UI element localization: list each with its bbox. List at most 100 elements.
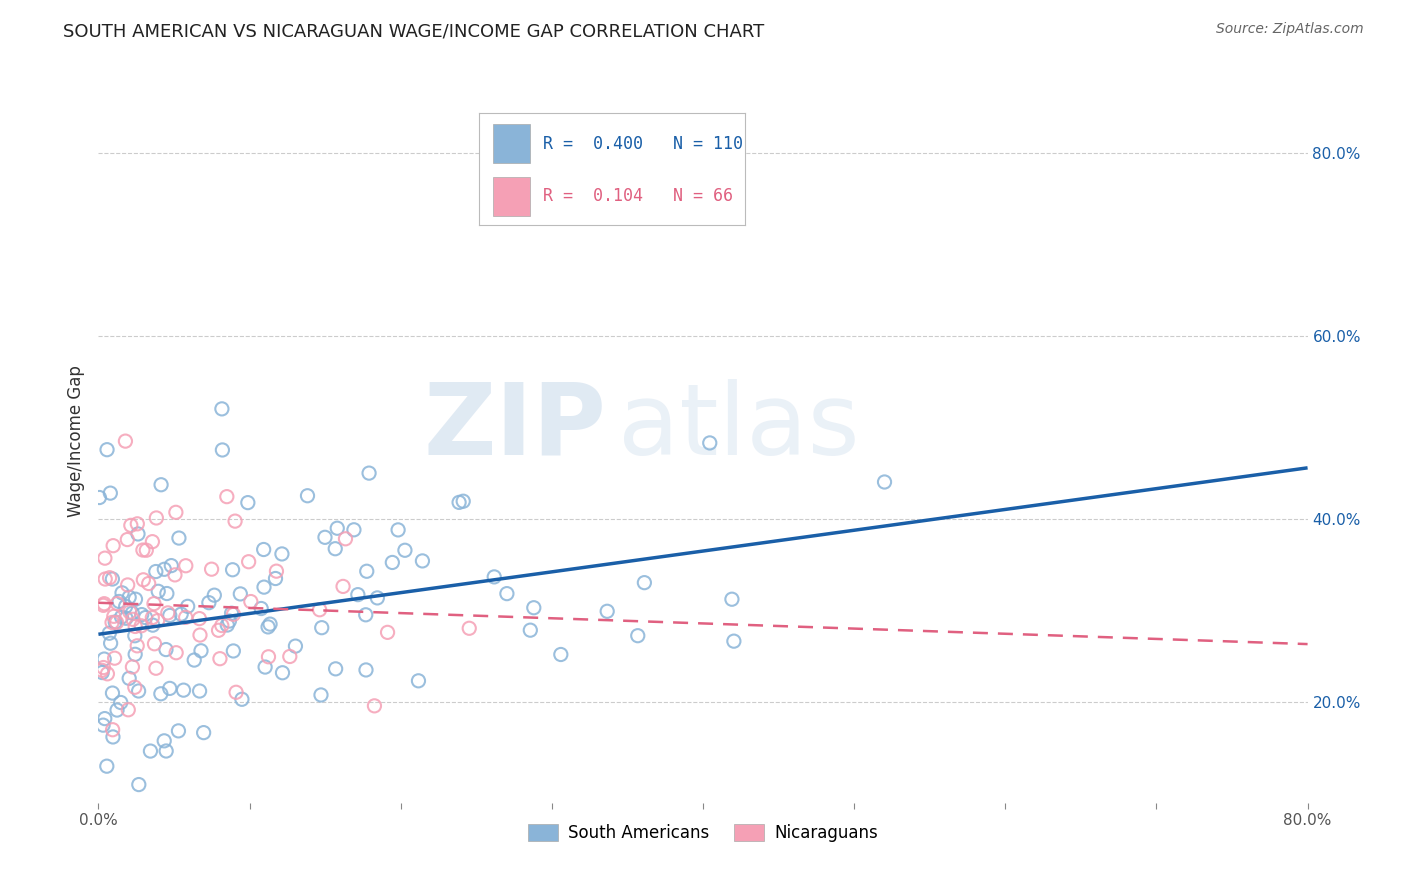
Point: [377, 625, 399, 640]
Point: [93, 652, 115, 666]
Point: [271, 547, 294, 561]
Point: [259, 617, 281, 632]
Point: [96, 442, 118, 457]
Point: [110, 696, 132, 710]
Point: [387, 523, 409, 537]
Point: [138, 576, 160, 591]
Point: [208, 651, 231, 665]
Point: [297, 489, 319, 503]
Point: [253, 580, 276, 594]
Point: [314, 530, 336, 544]
Point: [94, 572, 117, 586]
Text: Source: ZipAtlas.com: Source: ZipAtlas.com: [1216, 22, 1364, 37]
Point: [117, 533, 139, 547]
Point: [354, 607, 377, 622]
Point: [357, 466, 380, 480]
Point: [873, 475, 896, 489]
Point: [89, 491, 111, 505]
Point: [91, 663, 114, 677]
Text: SOUTH AMERICAN VS NICARAGUAN WAGE/INCOME GAP CORRELATION CHART: SOUTH AMERICAN VS NICARAGUAN WAGE/INCOME…: [63, 22, 765, 40]
Point: [266, 564, 288, 578]
Point: [458, 621, 481, 635]
Point: [131, 607, 153, 622]
Point: [101, 723, 124, 737]
Point: [183, 653, 205, 667]
Point: [145, 511, 167, 525]
Point: [156, 606, 179, 620]
Point: [150, 477, 173, 491]
Point: [93, 660, 115, 674]
Point: [236, 495, 259, 509]
Point: [145, 565, 167, 579]
Point: [118, 671, 141, 685]
Point: [124, 619, 146, 633]
Point: [363, 698, 385, 713]
Point: [221, 606, 243, 620]
Point: [217, 618, 239, 632]
Point: [145, 661, 167, 675]
Point: [311, 621, 333, 635]
Point: [135, 543, 157, 558]
Point: [188, 684, 211, 698]
Point: [332, 579, 354, 593]
Point: [253, 542, 276, 557]
Point: [218, 614, 240, 628]
Point: [222, 607, 245, 622]
Point: [309, 688, 332, 702]
Point: [165, 505, 187, 519]
Point: [354, 663, 377, 677]
Point: [394, 543, 416, 558]
Point: [149, 687, 172, 701]
Point: [160, 558, 183, 573]
Point: [188, 628, 211, 642]
Point: [198, 596, 221, 610]
Point: [129, 619, 152, 633]
Point: [124, 680, 146, 694]
Point: [211, 618, 233, 632]
Point: [139, 744, 162, 758]
Point: [98, 486, 121, 500]
Point: [110, 610, 132, 624]
Point: [105, 703, 128, 717]
Point: [122, 612, 145, 626]
Point: [146, 614, 169, 628]
Point: [188, 612, 211, 626]
Legend: South Americans, Nicaraguans: South Americans, Nicaraguans: [522, 817, 884, 848]
Point: [163, 567, 186, 582]
Point: [190, 644, 212, 658]
Text: atlas: atlas: [619, 378, 860, 475]
Point: [633, 575, 655, 590]
Point: [284, 639, 307, 653]
Point: [120, 518, 142, 533]
Point: [254, 660, 277, 674]
Point: [238, 555, 260, 569]
Point: [127, 639, 149, 653]
Point: [176, 599, 198, 614]
Point: [211, 401, 233, 416]
Point: [224, 514, 246, 528]
Point: [323, 541, 346, 556]
Point: [523, 600, 546, 615]
Point: [93, 597, 115, 611]
Point: [167, 531, 190, 545]
Point: [222, 644, 245, 658]
Point: [124, 629, 146, 643]
Point: [264, 572, 287, 586]
Point: [239, 594, 262, 608]
Point: [135, 610, 157, 624]
Point: [721, 592, 744, 607]
Point: [356, 564, 378, 578]
Point: [141, 534, 163, 549]
Point: [156, 586, 179, 600]
Point: [231, 692, 253, 706]
Point: [627, 629, 650, 643]
Point: [449, 495, 471, 509]
Point: [105, 615, 128, 630]
Point: [115, 611, 138, 625]
Point: [143, 637, 166, 651]
Point: [132, 573, 155, 587]
Point: [347, 588, 370, 602]
Point: [91, 665, 114, 680]
Point: [159, 608, 181, 623]
Point: [94, 551, 117, 566]
